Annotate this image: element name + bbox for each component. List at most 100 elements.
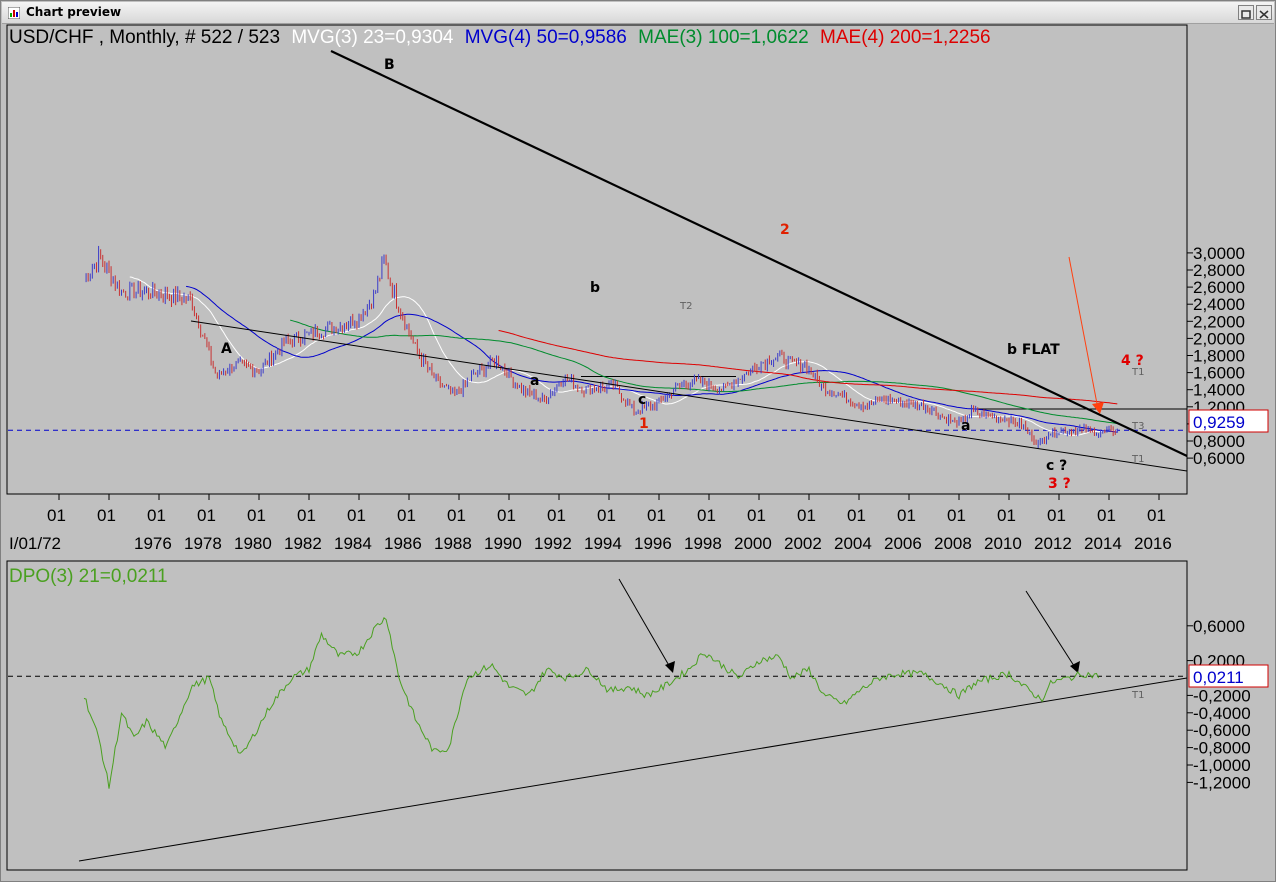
date-tick-month: 01: [447, 506, 466, 525]
date-tick-year: 2002: [784, 534, 822, 553]
date-tick-month: 01: [797, 506, 816, 525]
trend-lines: [190, 50, 1188, 472]
price-tick-label: 2,6000: [1193, 278, 1245, 297]
price-axis: 3,00002,80002,60002,40002,20002,00001,80…: [1187, 244, 1245, 468]
window-title: Chart preview: [26, 5, 122, 19]
date-tick-month: 01: [1147, 506, 1166, 525]
dpo-title: DPO(3) 21=0,0211: [9, 566, 168, 587]
title-bar[interactable]: Chart preview: [2, 2, 1274, 24]
upper-trendline: [330, 50, 1188, 457]
price-tick-label: 1,4000: [1193, 381, 1245, 400]
current-dpo-box: [1188, 664, 1269, 688]
date-tick-year: 2000: [734, 534, 772, 553]
date-tick-year: 2006: [884, 534, 922, 553]
dpo-arrow-2-head: [1070, 661, 1080, 673]
label-T3: T3: [1131, 421, 1144, 432]
date-tick-year: 1976: [134, 534, 172, 553]
price-tick-label: 1,8000: [1193, 347, 1245, 366]
price-bars: [85, 245, 1118, 449]
mvg4-label: MVG(4) 50=0,9586: [465, 27, 627, 48]
label-B: B: [384, 57, 395, 73]
dpo-tick-label: -0,4000: [1193, 704, 1251, 723]
label-a-2: a: [961, 418, 970, 434]
ma-line-50: [186, 285, 1118, 433]
date-tick-month: 01: [247, 506, 266, 525]
date-tick-year: 1992: [534, 534, 572, 553]
price-tick-label: 2,4000: [1193, 295, 1245, 314]
close-icon: [1259, 10, 1269, 19]
date-tick-year: 2016: [1134, 534, 1172, 553]
dpo-tick-label: -1,2000: [1193, 773, 1251, 792]
mae4-label: MAE(4) 200=1,2256: [820, 27, 991, 48]
price-tick-label: 2,2000: [1193, 312, 1245, 331]
label-A: A: [221, 341, 232, 357]
date-tick-year: 1988: [434, 534, 472, 553]
current-dpo-value: 0,0211: [1193, 668, 1244, 687]
dpo-trendline: [78, 677, 1188, 862]
price-tick-label: 0,6000: [1193, 449, 1245, 468]
dpo-arrow-1-line: [618, 578, 672, 670]
label-a-1: a: [530, 373, 539, 389]
date-tick-year: 1986: [384, 534, 422, 553]
mae3-label: MAE(3) 100=1,0622: [638, 27, 809, 48]
red-arrow-head: [1092, 402, 1104, 414]
mvg3-label: MVG(3) 23=0,9304: [291, 27, 454, 48]
date-tick-year: 1984: [334, 534, 372, 553]
date-tick-month: 01: [597, 506, 616, 525]
price-tick-label: 2,0000: [1193, 329, 1245, 348]
dpo-tick-label: -0,6000: [1193, 721, 1251, 740]
chart-app-icon: [8, 7, 20, 19]
dpo-tick-label: -0,8000: [1193, 739, 1251, 758]
price-tick-label: 1,6000: [1193, 364, 1245, 383]
date-tick-month: 01: [397, 506, 416, 525]
date-tick-year: 1982: [284, 534, 322, 553]
label-c-2: c ?: [1046, 458, 1067, 474]
date-tick-month: 01: [1097, 506, 1116, 525]
ma-line-100: [290, 319, 1118, 424]
label-wave-4: 4 ?: [1121, 353, 1144, 369]
date-tick-month: 01: [547, 506, 566, 525]
label-b-flat: b FLAT: [1007, 342, 1060, 358]
current-price-value: 0,9259: [1193, 413, 1245, 432]
date-tick-year: 2012: [1034, 534, 1072, 553]
date-tick-month: 01: [747, 506, 766, 525]
date-tick-year: 1990: [484, 534, 522, 553]
date-tick-month: 01: [997, 506, 1016, 525]
date-tick-month: 01: [147, 506, 166, 525]
date-tick-month: 01: [647, 506, 666, 525]
dpo-arrow-1-head: [665, 661, 675, 673]
price-panel: [6, 24, 1188, 495]
lower-trendline: [190, 320, 1188, 472]
date-tick-year: 1980: [234, 534, 272, 553]
dpo-panel: [6, 560, 1188, 871]
dpo-line: [83, 616, 1100, 789]
dpo-trend-label: T1: [1131, 690, 1144, 701]
dpo-tick-label: -1,0000: [1193, 756, 1251, 775]
chart-header: USD/CHF , Monthly, # 522 / 523 MVG(3) 23…: [9, 27, 991, 48]
close-button[interactable]: [1256, 5, 1272, 20]
label-b-1: b: [590, 280, 600, 296]
red-arrow-line: [1068, 256, 1099, 410]
symbol-label: USD/CHF , Monthly, # 522 / 523: [9, 27, 280, 48]
maximize-button[interactable]: [1238, 5, 1254, 20]
date-tick-month: 01: [1047, 506, 1066, 525]
price-grid: [8, 375, 1187, 431]
date-tick-year: 1994: [584, 534, 622, 553]
date-tick-year: 2010: [984, 534, 1022, 553]
price-tick-label: 2,8000: [1193, 261, 1245, 280]
date-tick-year: 2008: [934, 534, 972, 553]
date-tick-month: 01: [947, 506, 966, 525]
maximize-icon: [1241, 10, 1251, 19]
date-tick-year: 2014: [1084, 534, 1122, 553]
label-T1-top: T1: [1131, 367, 1144, 378]
dpo-arrow-2-line: [1025, 590, 1077, 670]
price-tick-label: 3,0000: [1193, 244, 1245, 263]
dpo-tick-label: -0,2000: [1193, 686, 1251, 705]
date-tick-month: 01: [47, 506, 66, 525]
ma-line-200: [498, 330, 1118, 405]
label-T2: T2: [679, 301, 692, 312]
current-price-box: [1188, 409, 1269, 433]
moving-averages: [129, 276, 1118, 436]
